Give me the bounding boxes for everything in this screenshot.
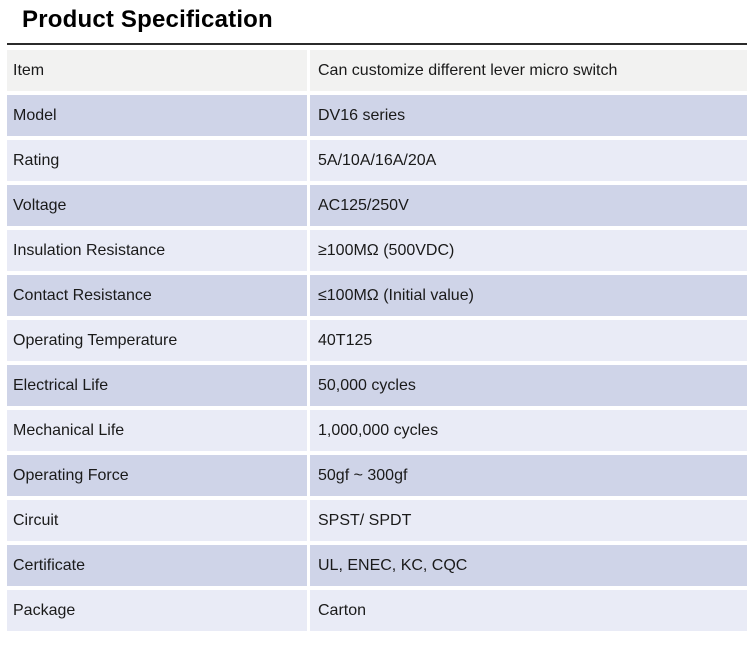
spec-value-cell: DV16 series — [310, 95, 747, 136]
spec-value-cell: SPST/ SPDT — [310, 500, 747, 541]
title-divider — [7, 43, 747, 45]
spec-table-row: Circuit SPST/ SPDT — [7, 500, 747, 541]
spec-label-cell: Rating — [7, 140, 307, 181]
spec-label-cell: Operating Temperature — [7, 320, 307, 361]
spec-value-cell: 1,000,000 cycles — [310, 410, 747, 451]
spec-table-row: Operating Force 50gf ~ 300gf — [7, 455, 747, 496]
spec-label-cell: Certificate — [7, 545, 307, 586]
spec-value-cell: Can customize different lever micro swit… — [310, 50, 747, 91]
spec-value-cell: AC125/250V — [310, 185, 747, 226]
spec-label-cell: Electrical Life — [7, 365, 307, 406]
spec-value-cell: Carton — [310, 590, 747, 631]
spec-table-row: Mechanical Life 1,000,000 cycles — [7, 410, 747, 451]
spec-table-row: Contact Resistance ≤100MΩ (Initial value… — [7, 275, 747, 316]
spec-table-row: Operating Temperature 40T125 — [7, 320, 747, 361]
spec-value-cell: 50,000 cycles — [310, 365, 747, 406]
spec-label-cell: Model — [7, 95, 307, 136]
spec-table-row: Model DV16 series — [7, 95, 747, 136]
spec-value-cell: 5A/10A/16A/20A — [310, 140, 747, 181]
spec-label-cell: Operating Force — [7, 455, 307, 496]
spec-label-cell: Mechanical Life — [7, 410, 307, 451]
page-title: Product Specification — [22, 6, 273, 33]
spec-label-cell: Item — [7, 50, 307, 91]
spec-table-row: Rating 5A/10A/16A/20A — [7, 140, 747, 181]
spec-label-cell: Insulation Resistance — [7, 230, 307, 271]
spec-label-cell: Circuit — [7, 500, 307, 541]
spec-table-row: Item Can customize different lever micro… — [7, 50, 747, 91]
spec-value-cell: ≤100MΩ (Initial value) — [310, 275, 747, 316]
spec-table: Item Can customize different lever micro… — [7, 50, 747, 631]
spec-label-cell: Contact Resistance — [7, 275, 307, 316]
spec-value-cell: 40T125 — [310, 320, 747, 361]
spec-table-row: Certificate UL, ENEC, KC, CQC — [7, 545, 747, 586]
spec-label-cell: Package — [7, 590, 307, 631]
spec-value-cell: ≥100MΩ (500VDC) — [310, 230, 747, 271]
spec-label-cell: Voltage — [7, 185, 307, 226]
spec-value-cell: UL, ENEC, KC, CQC — [310, 545, 747, 586]
spec-table-row: Electrical Life 50,000 cycles — [7, 365, 747, 406]
spec-value-cell: 50gf ~ 300gf — [310, 455, 747, 496]
spec-table-row: Voltage AC125/250V — [7, 185, 747, 226]
spec-table-row: Insulation Resistance ≥100MΩ (500VDC) — [7, 230, 747, 271]
spec-table-row: Package Carton — [7, 590, 747, 631]
